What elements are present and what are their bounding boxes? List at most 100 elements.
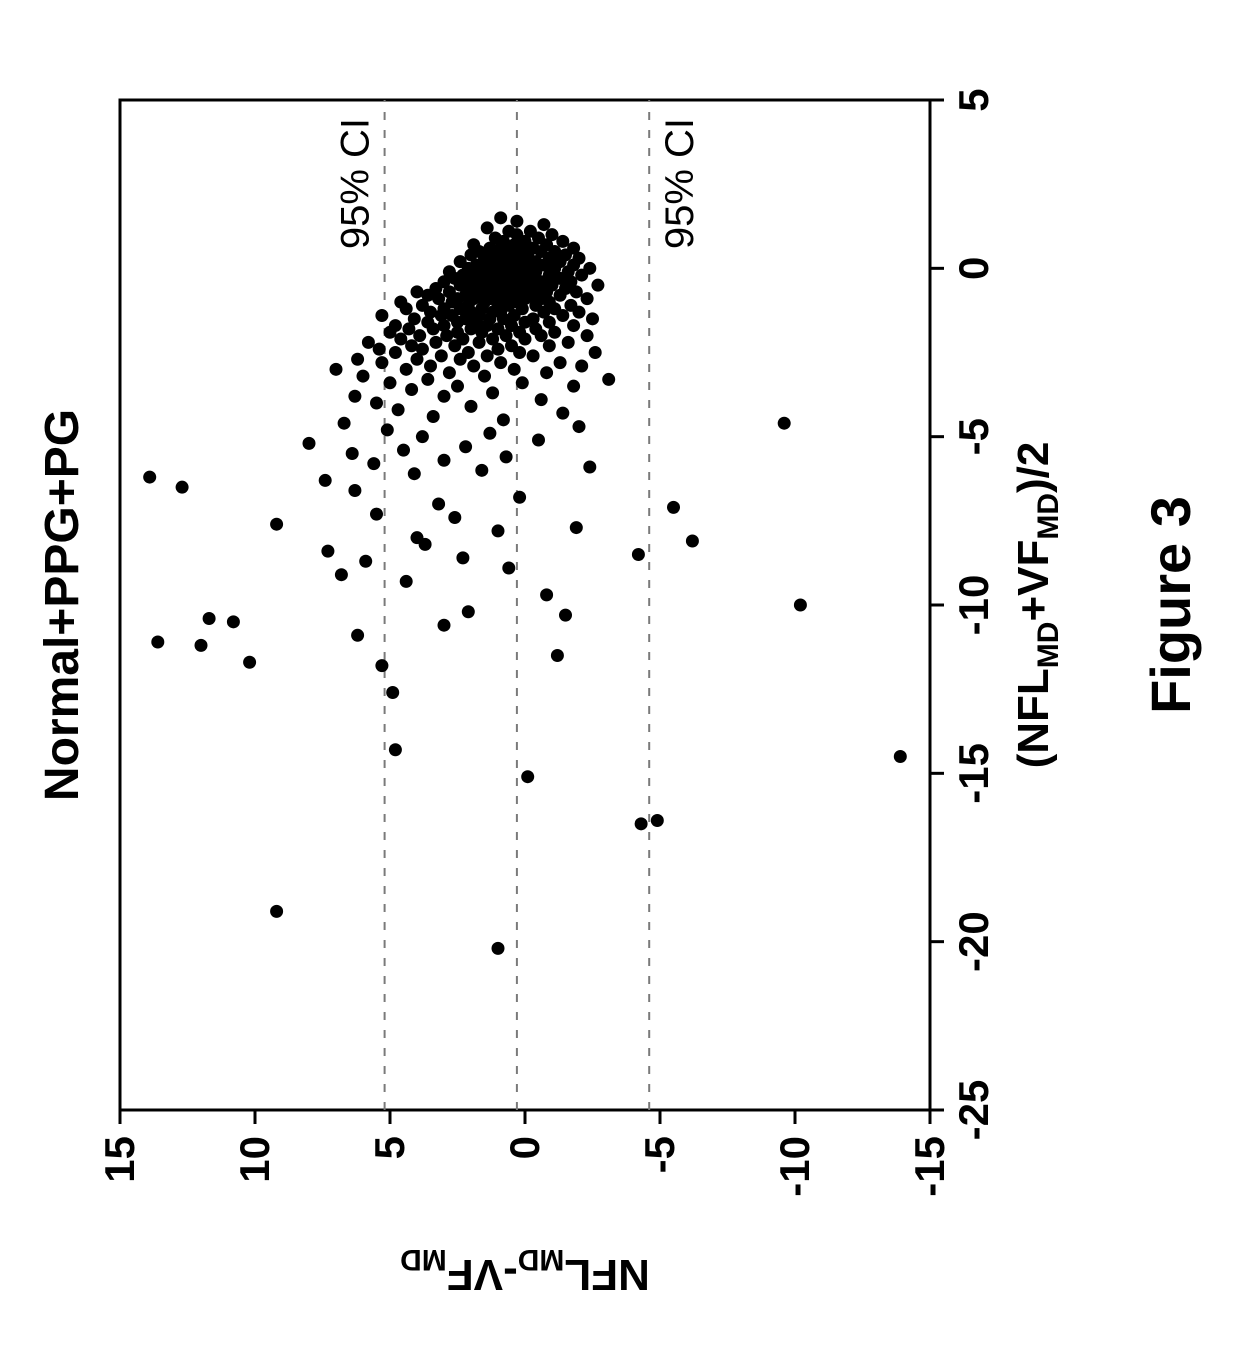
data-point (500, 450, 513, 463)
data-point (894, 750, 907, 763)
data-point (203, 612, 216, 625)
data-point (554, 356, 567, 369)
data-point (462, 605, 475, 618)
data-point (227, 615, 240, 628)
data-point (405, 383, 418, 396)
data-point (338, 417, 351, 430)
data-point (489, 232, 502, 245)
y-tick-label: -5 (636, 1136, 683, 1173)
data-point (429, 336, 442, 349)
x-tick-label: -15 (950, 743, 997, 804)
data-point (543, 339, 556, 352)
y-tick-label: 5 (366, 1136, 413, 1159)
data-point (432, 498, 445, 511)
data-point (392, 403, 405, 416)
data-point (421, 373, 434, 386)
data-point (375, 659, 388, 672)
data-point (195, 639, 208, 652)
x-axis-label: (NFLMD+VFMD)/2 (1009, 442, 1065, 769)
data-point (546, 228, 559, 241)
data-point (416, 430, 429, 443)
data-point (632, 548, 645, 561)
data-point (438, 390, 451, 403)
data-point (270, 905, 283, 918)
data-point (370, 508, 383, 521)
data-point (567, 319, 580, 332)
data-point (492, 524, 505, 537)
data-point (375, 309, 388, 322)
data-point (589, 346, 602, 359)
data-point (348, 484, 361, 497)
data-point (408, 312, 421, 325)
figure-caption: Figure 3 (1139, 496, 1202, 714)
data-point (583, 460, 596, 473)
data-point (513, 491, 526, 504)
data-point (443, 265, 456, 278)
data-point (573, 420, 586, 433)
data-point (581, 292, 594, 305)
data-point (427, 410, 440, 423)
data-point (483, 427, 496, 440)
data-point (335, 568, 348, 581)
data-point (465, 400, 478, 413)
data-point (567, 242, 580, 255)
data-point (384, 376, 397, 389)
data-point (454, 255, 467, 268)
data-point (494, 356, 507, 369)
data-point (559, 609, 572, 622)
data-point (567, 380, 580, 393)
data-point (389, 346, 402, 359)
data-point (586, 312, 599, 325)
y-tick-label: 0 (501, 1136, 548, 1159)
data-point (362, 336, 375, 349)
data-point (492, 942, 505, 955)
data-point (564, 299, 577, 312)
x-tick-label: 0 (950, 257, 997, 280)
data-point (381, 423, 394, 436)
data-point (516, 376, 529, 389)
data-point (540, 588, 553, 601)
data-point (351, 629, 364, 642)
data-point (510, 215, 523, 228)
data-point (527, 312, 540, 325)
data-point (424, 359, 437, 372)
data-point (400, 363, 413, 376)
data-point (794, 599, 807, 612)
data-point (508, 363, 521, 376)
data-point (394, 296, 407, 309)
data-point (389, 743, 402, 756)
landscape-canvas: -25-20-15-10-505-15-10-5051015Normal+PPG… (0, 0, 1240, 1370)
data-point (438, 619, 451, 632)
data-point (591, 279, 604, 292)
rotated-stage: -25-20-15-10-505-15-10-5051015Normal+PPG… (0, 0, 1240, 1370)
data-point (537, 218, 550, 231)
y-tick-label: 10 (231, 1136, 278, 1183)
data-point (243, 656, 256, 669)
data-point (459, 440, 472, 453)
y-tick-label: 15 (96, 1136, 143, 1183)
data-point (389, 319, 402, 332)
data-point (405, 339, 418, 352)
data-point (532, 434, 545, 447)
data-point (583, 262, 596, 275)
y-tick-label: -15 (906, 1136, 953, 1197)
data-point (448, 511, 461, 524)
data-point (667, 501, 680, 514)
data-point (351, 353, 364, 366)
x-tick-label: -20 (950, 911, 997, 972)
x-tick-label: -10 (950, 575, 997, 636)
data-point (346, 447, 359, 460)
data-point (502, 561, 515, 574)
data-point (521, 770, 534, 783)
data-point (540, 366, 553, 379)
data-point (551, 649, 564, 662)
data-point (413, 329, 426, 342)
data-point (556, 235, 569, 248)
data-point (481, 221, 494, 234)
data-point (330, 363, 343, 376)
data-point (562, 336, 575, 349)
y-tick-label: -10 (771, 1136, 818, 1197)
data-point (151, 636, 164, 649)
data-point (486, 386, 499, 399)
data-point (176, 481, 189, 494)
